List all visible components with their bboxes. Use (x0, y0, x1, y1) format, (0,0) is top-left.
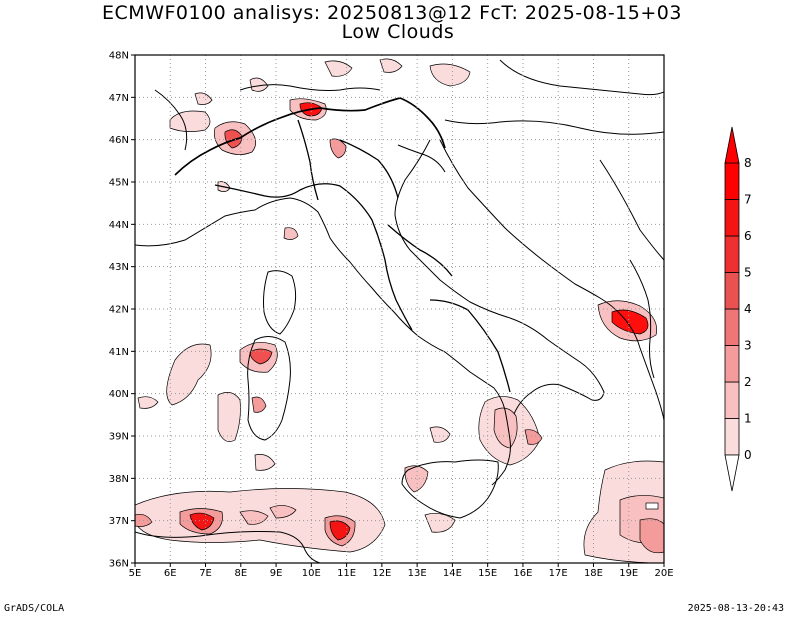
lon-label: 11E (337, 568, 356, 579)
colorbar-segment (724, 162, 740, 200)
lon-label: 18E (584, 568, 603, 579)
lon-label: 15E (478, 568, 497, 579)
lon-label: 17E (549, 568, 568, 579)
colorbar-label: 8 (744, 156, 752, 170)
lat-label: 36N (109, 559, 129, 570)
lat-label: 37N (109, 516, 129, 527)
lon-label: 7E (199, 568, 212, 579)
colorbar-extend-min (724, 454, 740, 492)
latitude-labels: 48N 47N 46N 45N 44N 43N 42N 41N 40N 39N 38N 37N 36N (109, 51, 135, 570)
lon-label: 13E (408, 568, 427, 579)
lat-label: 46N (109, 135, 129, 146)
lat-label: 47N (109, 93, 129, 104)
colorbar-label: 7 (744, 193, 752, 207)
lon-label: 6E (164, 568, 177, 579)
longitude-labels: 5E 6E 7E 8E 9E 10E 11E 12E 13E 14E 15E 16E 17E 18E 19E… (129, 563, 674, 579)
colorbar: 0 1 2 3 4 5 6 7 8 (724, 126, 752, 492)
colorbar-segment (724, 235, 740, 273)
lon-label: 5E (129, 568, 142, 579)
colorbar-label: 3 (744, 339, 752, 353)
map-subtitle: Low Clouds (341, 21, 455, 43)
lat-label: 41N (109, 347, 129, 358)
lat-label: 42N (109, 305, 129, 316)
colorbar-label: 0 (744, 448, 752, 462)
colorbar-label: 1 (744, 412, 752, 426)
map-grid (135, 55, 664, 563)
colorbar-label: 6 (744, 229, 752, 243)
lon-label: 10E (302, 568, 321, 579)
lon-label: 12E (372, 568, 391, 579)
lat-label: 38N (109, 474, 129, 485)
lon-label: 16E (513, 568, 532, 579)
footer-credit: GrADS/COLA (4, 603, 65, 614)
colorbar-label: 4 (744, 302, 752, 316)
lon-label: 8E (234, 568, 247, 579)
colorbar-label: 5 (744, 266, 752, 280)
lat-label: 43N (109, 262, 129, 273)
colorbar-segment (724, 272, 740, 310)
lat-label: 45N (109, 178, 129, 189)
colorbar-extend-max (724, 126, 740, 164)
colorbar-segment (724, 381, 740, 419)
lon-label: 20E (654, 568, 673, 579)
lat-label: 48N (109, 51, 129, 62)
coastlines (135, 59, 664, 563)
lon-label: 19E (619, 568, 638, 579)
lat-label: 39N (109, 432, 129, 443)
lat-label: 40N (109, 389, 129, 400)
colorbar-segment (724, 308, 740, 346)
lat-label: 44N (109, 220, 129, 231)
colorbar-segment (724, 418, 740, 456)
lon-label: 14E (443, 568, 462, 579)
colorbar-segment (724, 199, 740, 237)
map-title: ECMWF0100 analisys: 20250813@12 FcT: 202… (102, 2, 682, 24)
colorbar-label: 2 (744, 375, 752, 389)
footer-timestamp: 2025-08-13-20:43 (687, 603, 784, 614)
colorbar-segment (724, 345, 740, 383)
lon-label: 9E (270, 568, 283, 579)
